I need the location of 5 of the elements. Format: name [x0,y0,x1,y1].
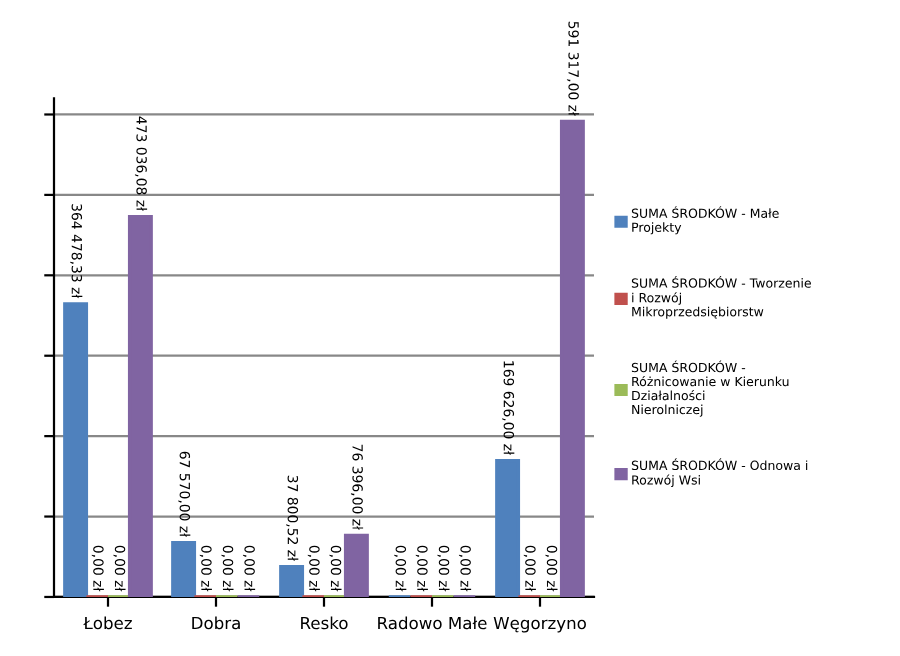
x-tick-label: Resko [301,616,348,630]
x-tick-label: Radowo Małe [378,616,487,630]
x-tick-label: Dobra [192,616,240,630]
x-tick-label: Węgorzyno [493,616,586,633]
x-tick-label: Łobez [83,616,132,630]
